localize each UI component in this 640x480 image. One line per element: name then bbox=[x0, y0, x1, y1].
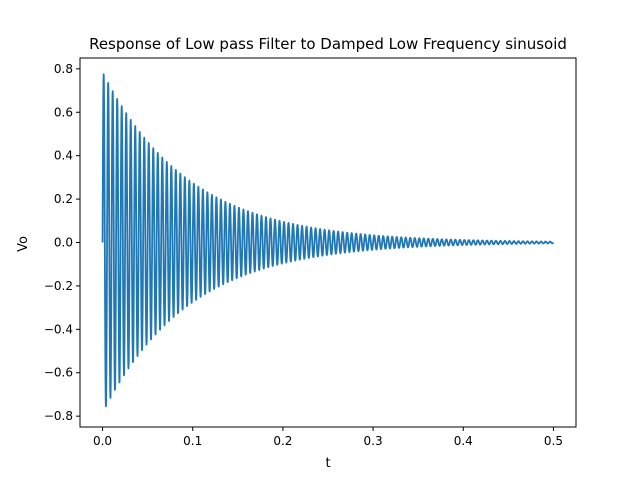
x-tick-label: 0.3 bbox=[364, 434, 383, 448]
x-tick-label: 0.0 bbox=[93, 434, 112, 448]
x-axis: 0.0 0.1 0.2 0.3 0.4 0.5 bbox=[93, 427, 563, 448]
y-tick-label: −0.6 bbox=[44, 366, 73, 380]
y-axis-label: Vo bbox=[16, 236, 31, 252]
x-tick-label: 0.1 bbox=[183, 434, 202, 448]
y-tick-label: 0.8 bbox=[54, 62, 73, 76]
y-tick-label: −0.4 bbox=[44, 322, 73, 336]
x-tick-label: 0.2 bbox=[273, 434, 292, 448]
chart-title: Response of Low pass Filter to Damped Lo… bbox=[89, 35, 567, 53]
y-tick-label: 0.0 bbox=[54, 236, 73, 250]
axes-frame bbox=[79, 57, 577, 428]
y-tick-label: 0.6 bbox=[54, 105, 73, 119]
series-line bbox=[101, 73, 555, 408]
x-axis-label: t bbox=[325, 456, 330, 471]
y-tick-label: −0.8 bbox=[44, 409, 73, 423]
y-tick-label: 0.2 bbox=[54, 192, 73, 206]
y-tick-label: −0.2 bbox=[44, 279, 73, 293]
x-tick-label: 0.4 bbox=[454, 434, 473, 448]
y-tick-label: 0.4 bbox=[54, 149, 73, 163]
x-tick-label: 0.5 bbox=[544, 434, 563, 448]
y-axis: 0.8 0.6 0.4 0.2 0.0 −0.2 −0.4 −0.6 −0.8 bbox=[44, 62, 80, 423]
plot-area bbox=[101, 73, 555, 408]
